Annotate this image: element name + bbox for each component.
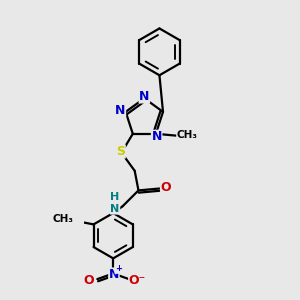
Text: O: O [84,274,94,287]
Text: O: O [161,181,171,194]
Text: +: + [115,264,122,273]
Text: CH₃: CH₃ [52,214,73,224]
Text: O⁻: O⁻ [129,274,146,287]
Text: N: N [139,90,149,103]
Text: N: N [115,104,126,117]
Text: H
N: H N [110,193,120,214]
Text: N: N [109,268,119,281]
Text: CH₃: CH₃ [177,130,198,140]
Text: N: N [152,130,162,143]
Text: S: S [116,145,125,158]
